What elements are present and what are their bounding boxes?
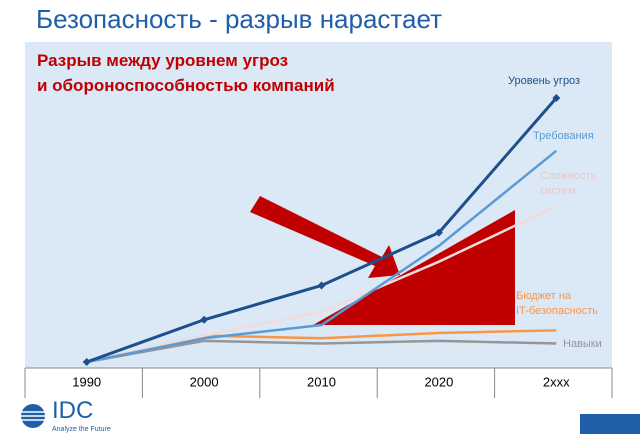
chart-title: Безопасность - разрыв нарастает <box>36 4 443 34</box>
series-label: Навыки <box>563 338 602 350</box>
x-tick-label: 2010 <box>307 374 336 389</box>
series-line <box>86 205 557 364</box>
point-marker <box>82 358 91 366</box>
series-label: Сложность систем <box>540 170 597 197</box>
x-tick-label: 2020 <box>424 374 453 389</box>
idc-logo-mark <box>21 404 45 428</box>
x-tick-label: 1990 <box>72 374 101 389</box>
point-marker <box>317 281 326 290</box>
series-label: Уровень угроз <box>508 75 581 87</box>
x-tick-label: 2000 <box>190 374 219 389</box>
point-marker <box>200 315 209 324</box>
series-line <box>86 339 557 364</box>
series-label: Бюджет на IT-безопасность <box>516 290 598 317</box>
x-tick-label: 2xxx <box>543 374 570 389</box>
gap-arrow <box>250 196 400 278</box>
chart-subtitle: Разрыв между уровнем угроз и обороноспос… <box>37 51 335 95</box>
point-marker <box>434 228 443 237</box>
point-marker <box>552 94 561 102</box>
series-label: Требования <box>533 130 594 142</box>
footer-bar <box>580 414 640 434</box>
logo-tagline: Analyze the Future <box>52 426 111 433</box>
series-line <box>86 149 558 364</box>
logo-name: IDC <box>52 397 93 424</box>
